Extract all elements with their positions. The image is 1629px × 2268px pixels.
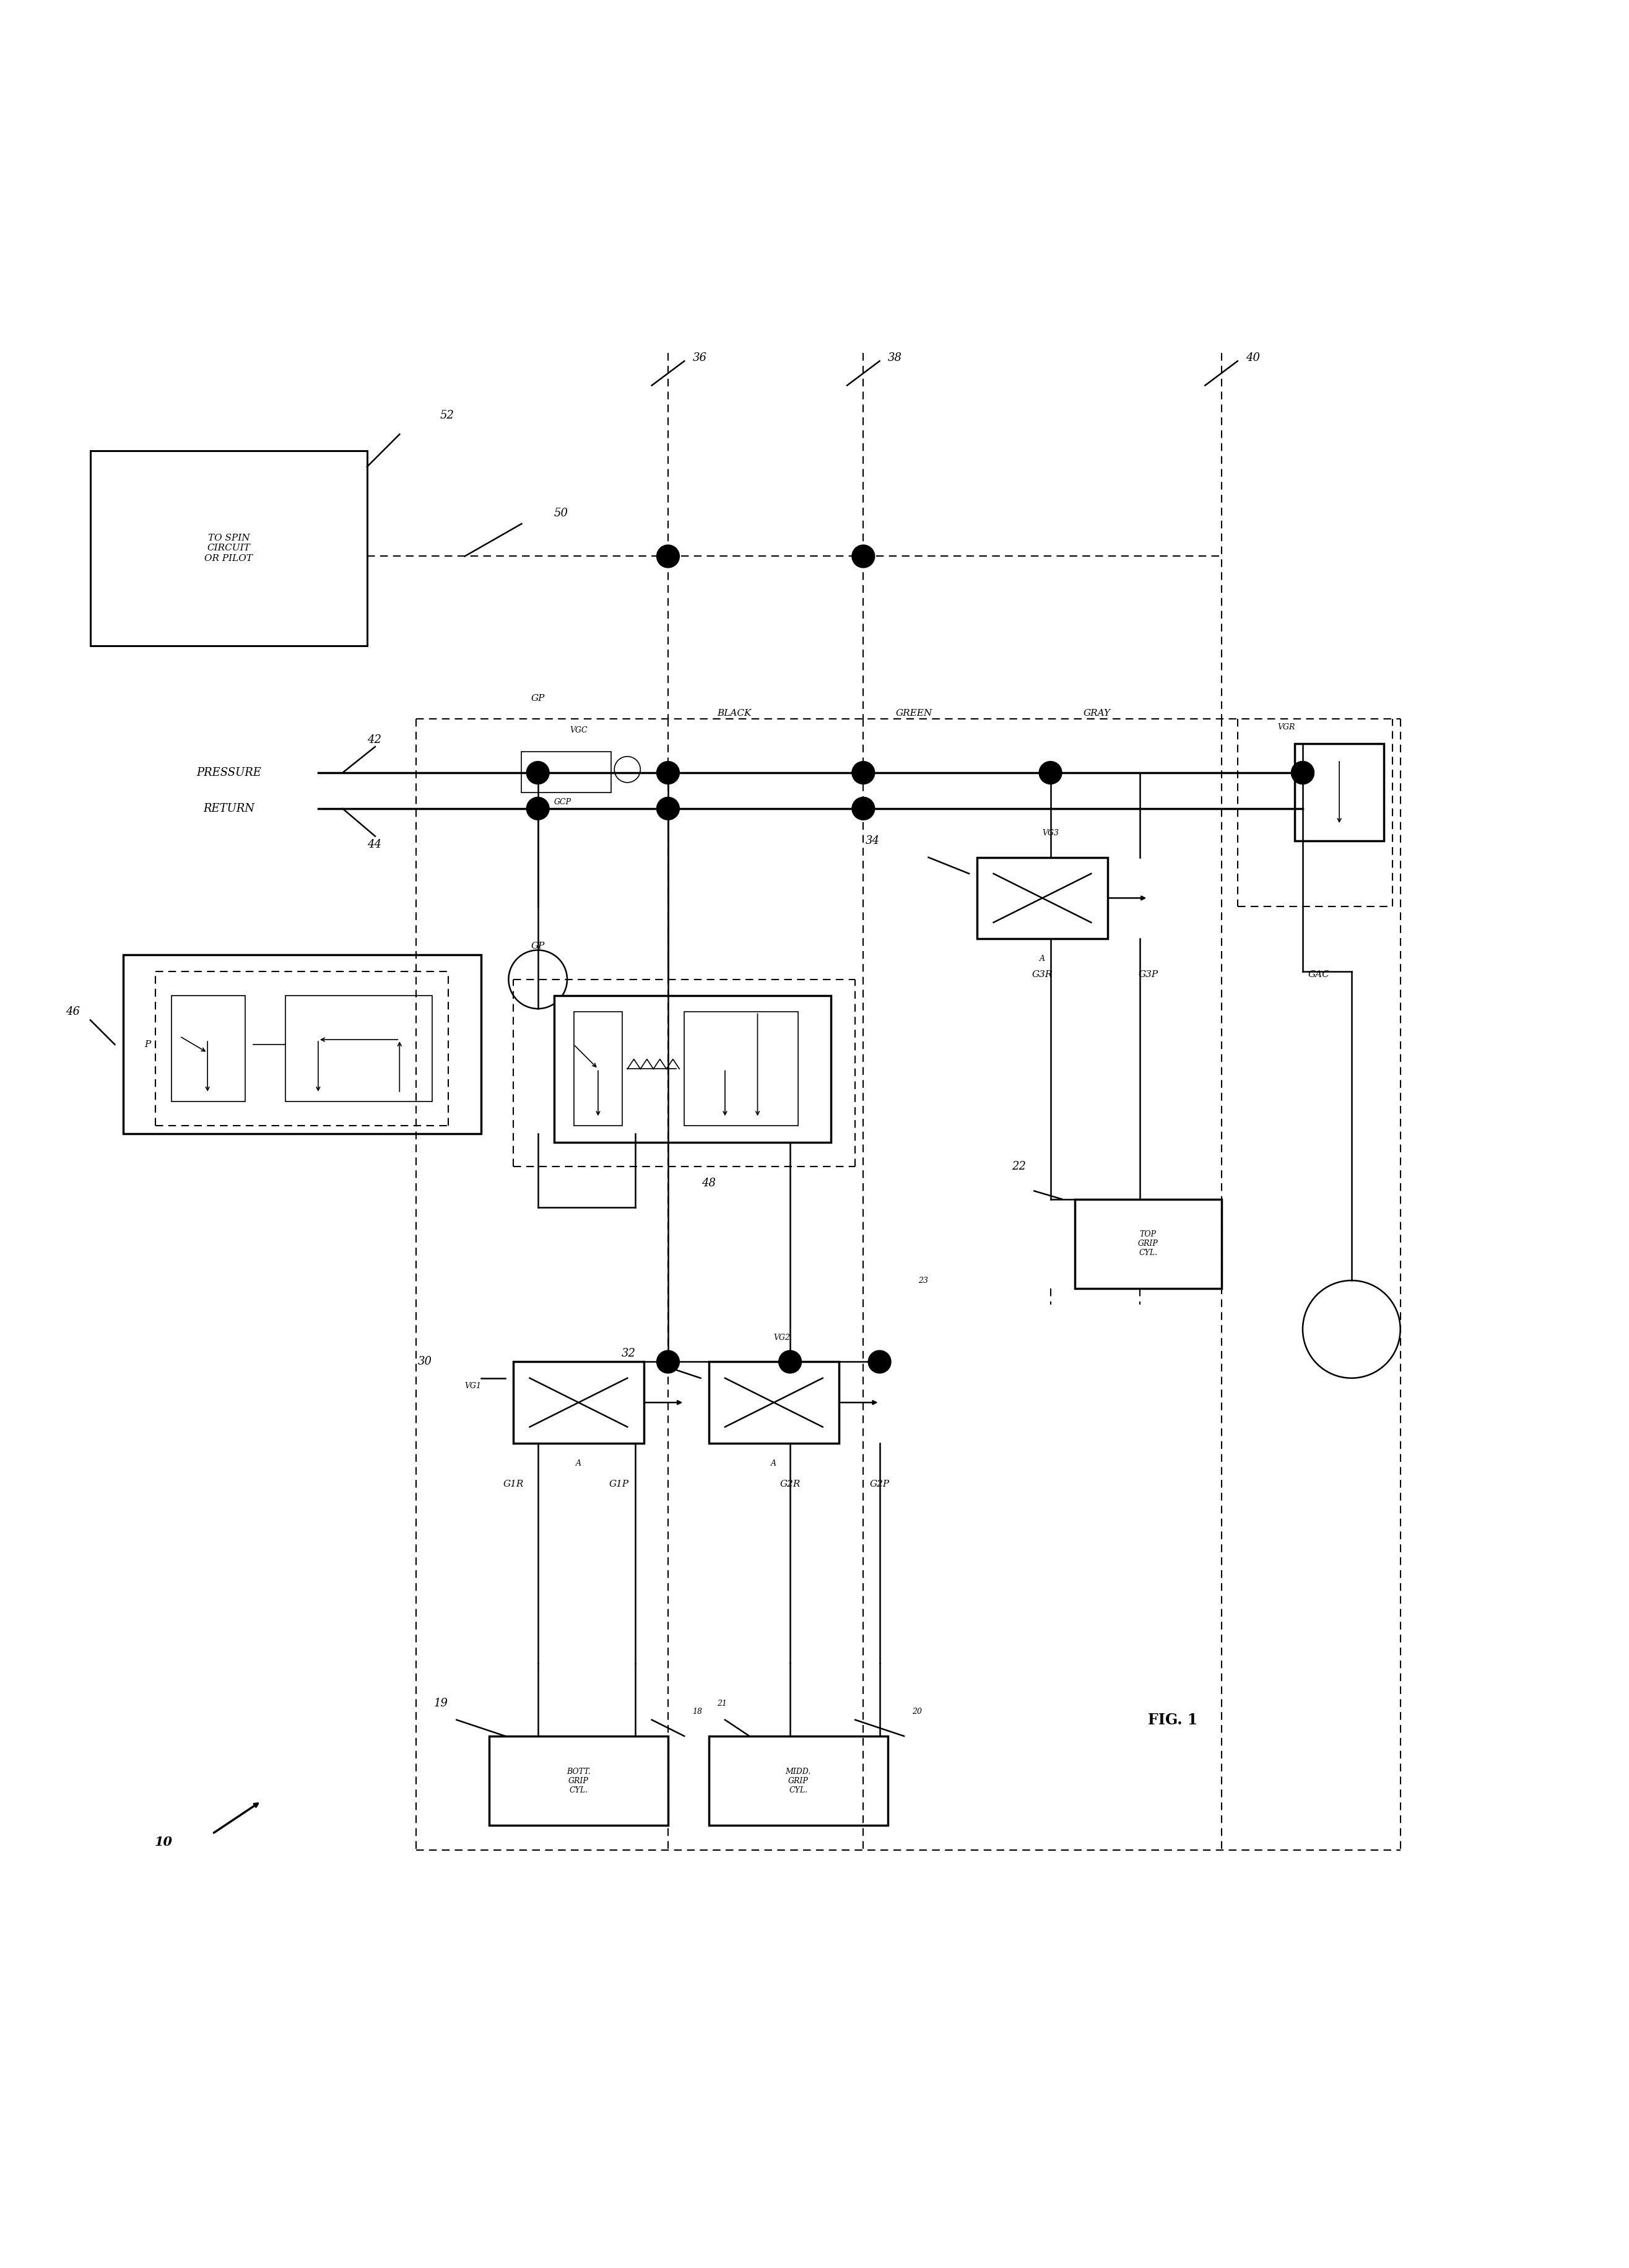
Text: FIG. 1: FIG. 1 (1148, 1712, 1197, 1728)
Text: GAC: GAC (1308, 971, 1329, 980)
Text: 38: 38 (888, 352, 902, 363)
Bar (285, 996, 432, 1102)
Bar (521, 751, 611, 792)
Text: 18: 18 (692, 1708, 702, 1715)
Bar (1075, 1200, 1222, 1288)
Bar (489, 1735, 668, 1826)
Text: GRAY: GRAY (1083, 708, 1111, 717)
Text: 50: 50 (554, 508, 569, 519)
Circle shape (656, 544, 679, 567)
Bar (554, 996, 831, 1143)
Bar (171, 996, 244, 1102)
Text: A: A (1039, 955, 1046, 964)
Text: 21: 21 (717, 1699, 727, 1708)
Text: GP: GP (531, 941, 544, 950)
Circle shape (868, 1349, 891, 1372)
Circle shape (852, 544, 875, 567)
Text: GCP: GCP (554, 798, 572, 805)
Text: G2P: G2P (870, 1479, 889, 1488)
Text: VG3: VG3 (1043, 828, 1059, 837)
Text: P: P (143, 1041, 150, 1048)
Text: G3P: G3P (1139, 971, 1158, 980)
Bar (709, 1361, 839, 1442)
Text: 46: 46 (65, 1007, 80, 1018)
Circle shape (852, 762, 875, 785)
Circle shape (526, 762, 549, 785)
Text: RETURN: RETURN (204, 803, 254, 814)
Text: G3R: G3R (1033, 971, 1052, 980)
Text: 23: 23 (919, 1277, 929, 1284)
Text: 44: 44 (367, 839, 381, 850)
Text: BOTT.
GRIP
CYL.: BOTT. GRIP CYL. (567, 1767, 591, 1794)
Bar (513, 1361, 643, 1442)
Text: MIDD.
GRIP
CYL.: MIDD. GRIP CYL. (785, 1767, 811, 1794)
Text: 20: 20 (912, 1708, 922, 1715)
Text: TOP
GRIP
CYL.: TOP GRIP CYL. (1139, 1232, 1158, 1256)
Text: VG1: VG1 (464, 1381, 481, 1390)
Bar (90, 451, 367, 646)
Text: A: A (575, 1461, 582, 1467)
Text: 48: 48 (702, 1177, 715, 1188)
Text: G1R: G1R (503, 1479, 525, 1488)
Text: 19: 19 (433, 1699, 448, 1710)
Circle shape (656, 1349, 679, 1372)
Circle shape (1292, 762, 1315, 785)
Circle shape (852, 796, 875, 821)
Text: GP: GP (531, 694, 544, 703)
Bar (122, 955, 481, 1134)
Text: 40: 40 (1246, 352, 1259, 363)
Text: G2R: G2R (780, 1479, 800, 1488)
Text: 32: 32 (621, 1347, 635, 1359)
Bar (684, 1012, 798, 1125)
Text: G1P: G1P (609, 1479, 629, 1488)
Text: BLACK: BLACK (717, 708, 751, 717)
Circle shape (656, 796, 679, 821)
Text: 52: 52 (440, 411, 454, 422)
Text: 36: 36 (692, 352, 707, 363)
Text: 22: 22 (1012, 1161, 1026, 1173)
Bar (709, 1735, 888, 1826)
Bar (1295, 744, 1385, 841)
Text: A: A (771, 1461, 777, 1467)
Text: 34: 34 (865, 835, 880, 846)
Circle shape (526, 796, 549, 821)
Bar (977, 857, 1108, 939)
Circle shape (656, 762, 679, 785)
Circle shape (1039, 762, 1062, 785)
Circle shape (1292, 762, 1315, 785)
Text: TO SPIN
CIRCUIT
OR PILOT: TO SPIN CIRCUIT OR PILOT (205, 533, 252, 562)
Text: VGR: VGR (1277, 723, 1295, 730)
Text: GREEN: GREEN (896, 708, 932, 717)
Text: PRESSURE: PRESSURE (195, 767, 261, 778)
Circle shape (779, 1349, 801, 1372)
Text: VG2: VG2 (774, 1334, 790, 1340)
Text: 10: 10 (155, 1835, 173, 1848)
Text: 30: 30 (419, 1356, 432, 1368)
Text: VGC: VGC (570, 726, 588, 735)
Bar (573, 1012, 622, 1125)
Text: 42: 42 (367, 735, 381, 746)
